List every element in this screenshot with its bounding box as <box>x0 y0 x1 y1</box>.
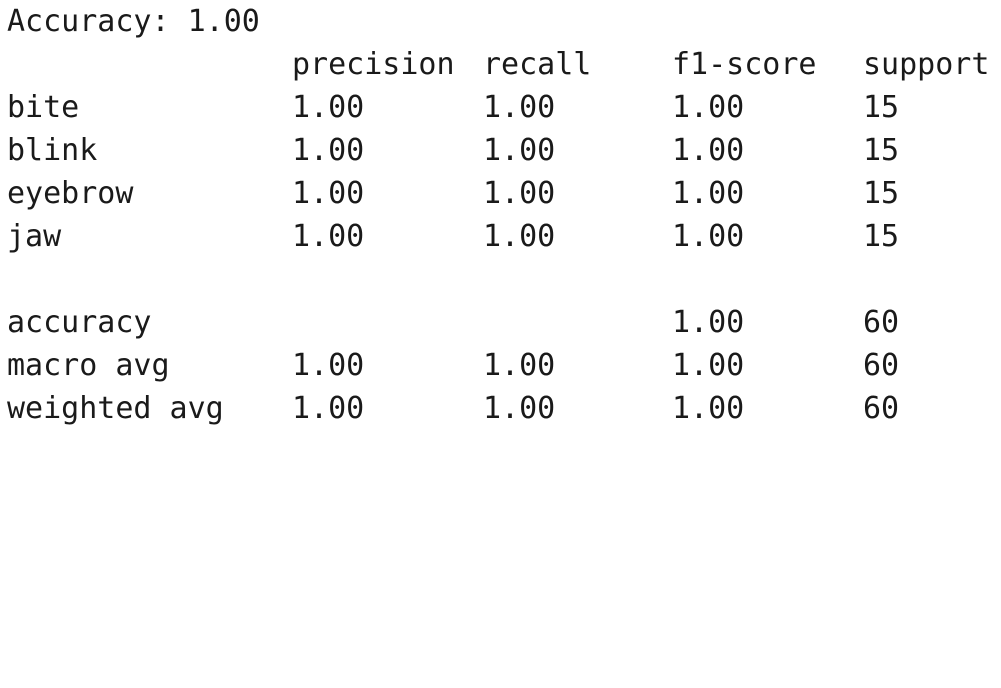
summary-row-weighted-avg: weighted avg 1.00 1.00 1.00 60 <box>7 387 997 430</box>
precision-value: 1.00 <box>292 176 365 211</box>
f1-value: 1.00 <box>672 305 745 340</box>
column-header-row: precision recall f1-score support <box>7 43 997 86</box>
accuracy-text: Accuracy: 1.00 <box>7 4 260 39</box>
table-row: eyebrow 1.00 1.00 1.00 15 <box>7 172 997 215</box>
accuracy-summary-line: Accuracy: 1.00 <box>7 0 997 43</box>
support-value: 15 <box>863 133 900 168</box>
precision-value: 1.00 <box>292 90 365 125</box>
row-label: jaw <box>7 219 62 254</box>
precision-value: 1.00 <box>292 133 365 168</box>
header-precision: precision <box>292 47 455 82</box>
f1-value: 1.00 <box>672 391 745 426</box>
f1-value: 1.00 <box>672 90 745 125</box>
table-row: blink 1.00 1.00 1.00 15 <box>7 129 997 172</box>
precision-value: 1.00 <box>292 348 365 383</box>
header-recall: recall <box>483 47 592 82</box>
support-value: 60 <box>863 348 900 383</box>
header-support: support <box>863 47 990 82</box>
summary-row-macro-avg: macro avg 1.00 1.00 1.00 60 <box>7 344 997 387</box>
support-value: 15 <box>863 219 900 254</box>
table-row: bite 1.00 1.00 1.00 15 <box>7 86 997 129</box>
precision-value: 1.00 <box>292 391 365 426</box>
recall-value: 1.00 <box>483 391 556 426</box>
classification-report: Accuracy: 1.00 precision recall f1-score… <box>7 0 997 431</box>
support-value: 60 <box>863 391 900 426</box>
summary-row-accuracy: accuracy 1.00 60 <box>7 301 997 344</box>
header-f1-score: f1-score <box>672 47 817 82</box>
table-row: jaw 1.00 1.00 1.00 15 <box>7 215 997 258</box>
support-value: 60 <box>863 305 900 340</box>
recall-value: 1.00 <box>483 176 556 211</box>
f1-value: 1.00 <box>672 348 745 383</box>
f1-value: 1.00 <box>672 219 745 254</box>
row-label: eyebrow <box>7 176 134 211</box>
f1-value: 1.00 <box>672 176 745 211</box>
support-value: 15 <box>863 176 900 211</box>
support-value: 15 <box>863 90 900 125</box>
row-label: blink <box>7 133 98 168</box>
recall-value: 1.00 <box>483 133 556 168</box>
row-label: accuracy <box>7 305 152 340</box>
row-label: bite <box>7 90 80 125</box>
row-label: weighted avg <box>7 391 224 426</box>
recall-value: 1.00 <box>483 90 556 125</box>
recall-value: 1.00 <box>483 219 556 254</box>
precision-value: 1.00 <box>292 219 365 254</box>
recall-value: 1.00 <box>483 348 556 383</box>
f1-value: 1.00 <box>672 133 745 168</box>
row-label: macro avg <box>7 348 170 383</box>
